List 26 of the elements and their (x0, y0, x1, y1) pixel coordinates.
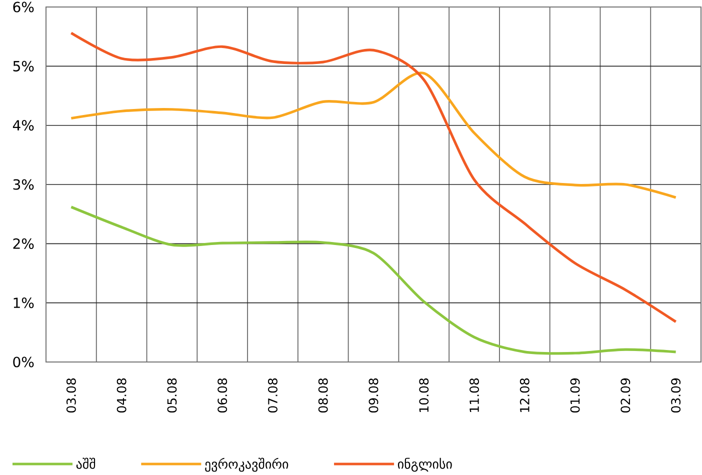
y-tick-label: 5% (13, 60, 34, 72)
x-tick-label: 03.09 (671, 378, 681, 412)
x-tick-label: 09.08 (368, 378, 378, 412)
x-tick-label: 06.08 (218, 378, 228, 412)
x-tick-label: 03.08 (66, 378, 76, 412)
x-tick-label: 12.08 (520, 378, 530, 412)
x-tick-label: 10.08 (419, 378, 429, 412)
legend-label: ევროკავშირი (205, 458, 288, 472)
line-series (70, 206, 678, 355)
x-tick-label: 08.08 (318, 378, 328, 412)
y-tick-label: 2% (13, 238, 34, 249)
y-tick-label: 0% (13, 356, 34, 368)
legend-label: ინგლისი (398, 458, 452, 472)
line-series (70, 32, 678, 324)
y-tick-label: 4% (12, 120, 34, 131)
y-tick-label: 1% (14, 298, 34, 308)
line-series (70, 72, 678, 199)
x-tick-label: 04.08 (116, 378, 126, 412)
x-tick-label: 07.08 (268, 378, 278, 412)
x-tick-label: 05.08 (167, 378, 177, 412)
x-tick-label: 11.08 (470, 378, 479, 412)
y-tick-label: 6% (13, 2, 34, 12)
legend-label: აშშ (76, 458, 96, 469)
x-tick-label: 02.09 (620, 378, 630, 412)
y-tick-label: 3% (13, 179, 34, 190)
x-tick-label: 01.09 (570, 378, 580, 412)
